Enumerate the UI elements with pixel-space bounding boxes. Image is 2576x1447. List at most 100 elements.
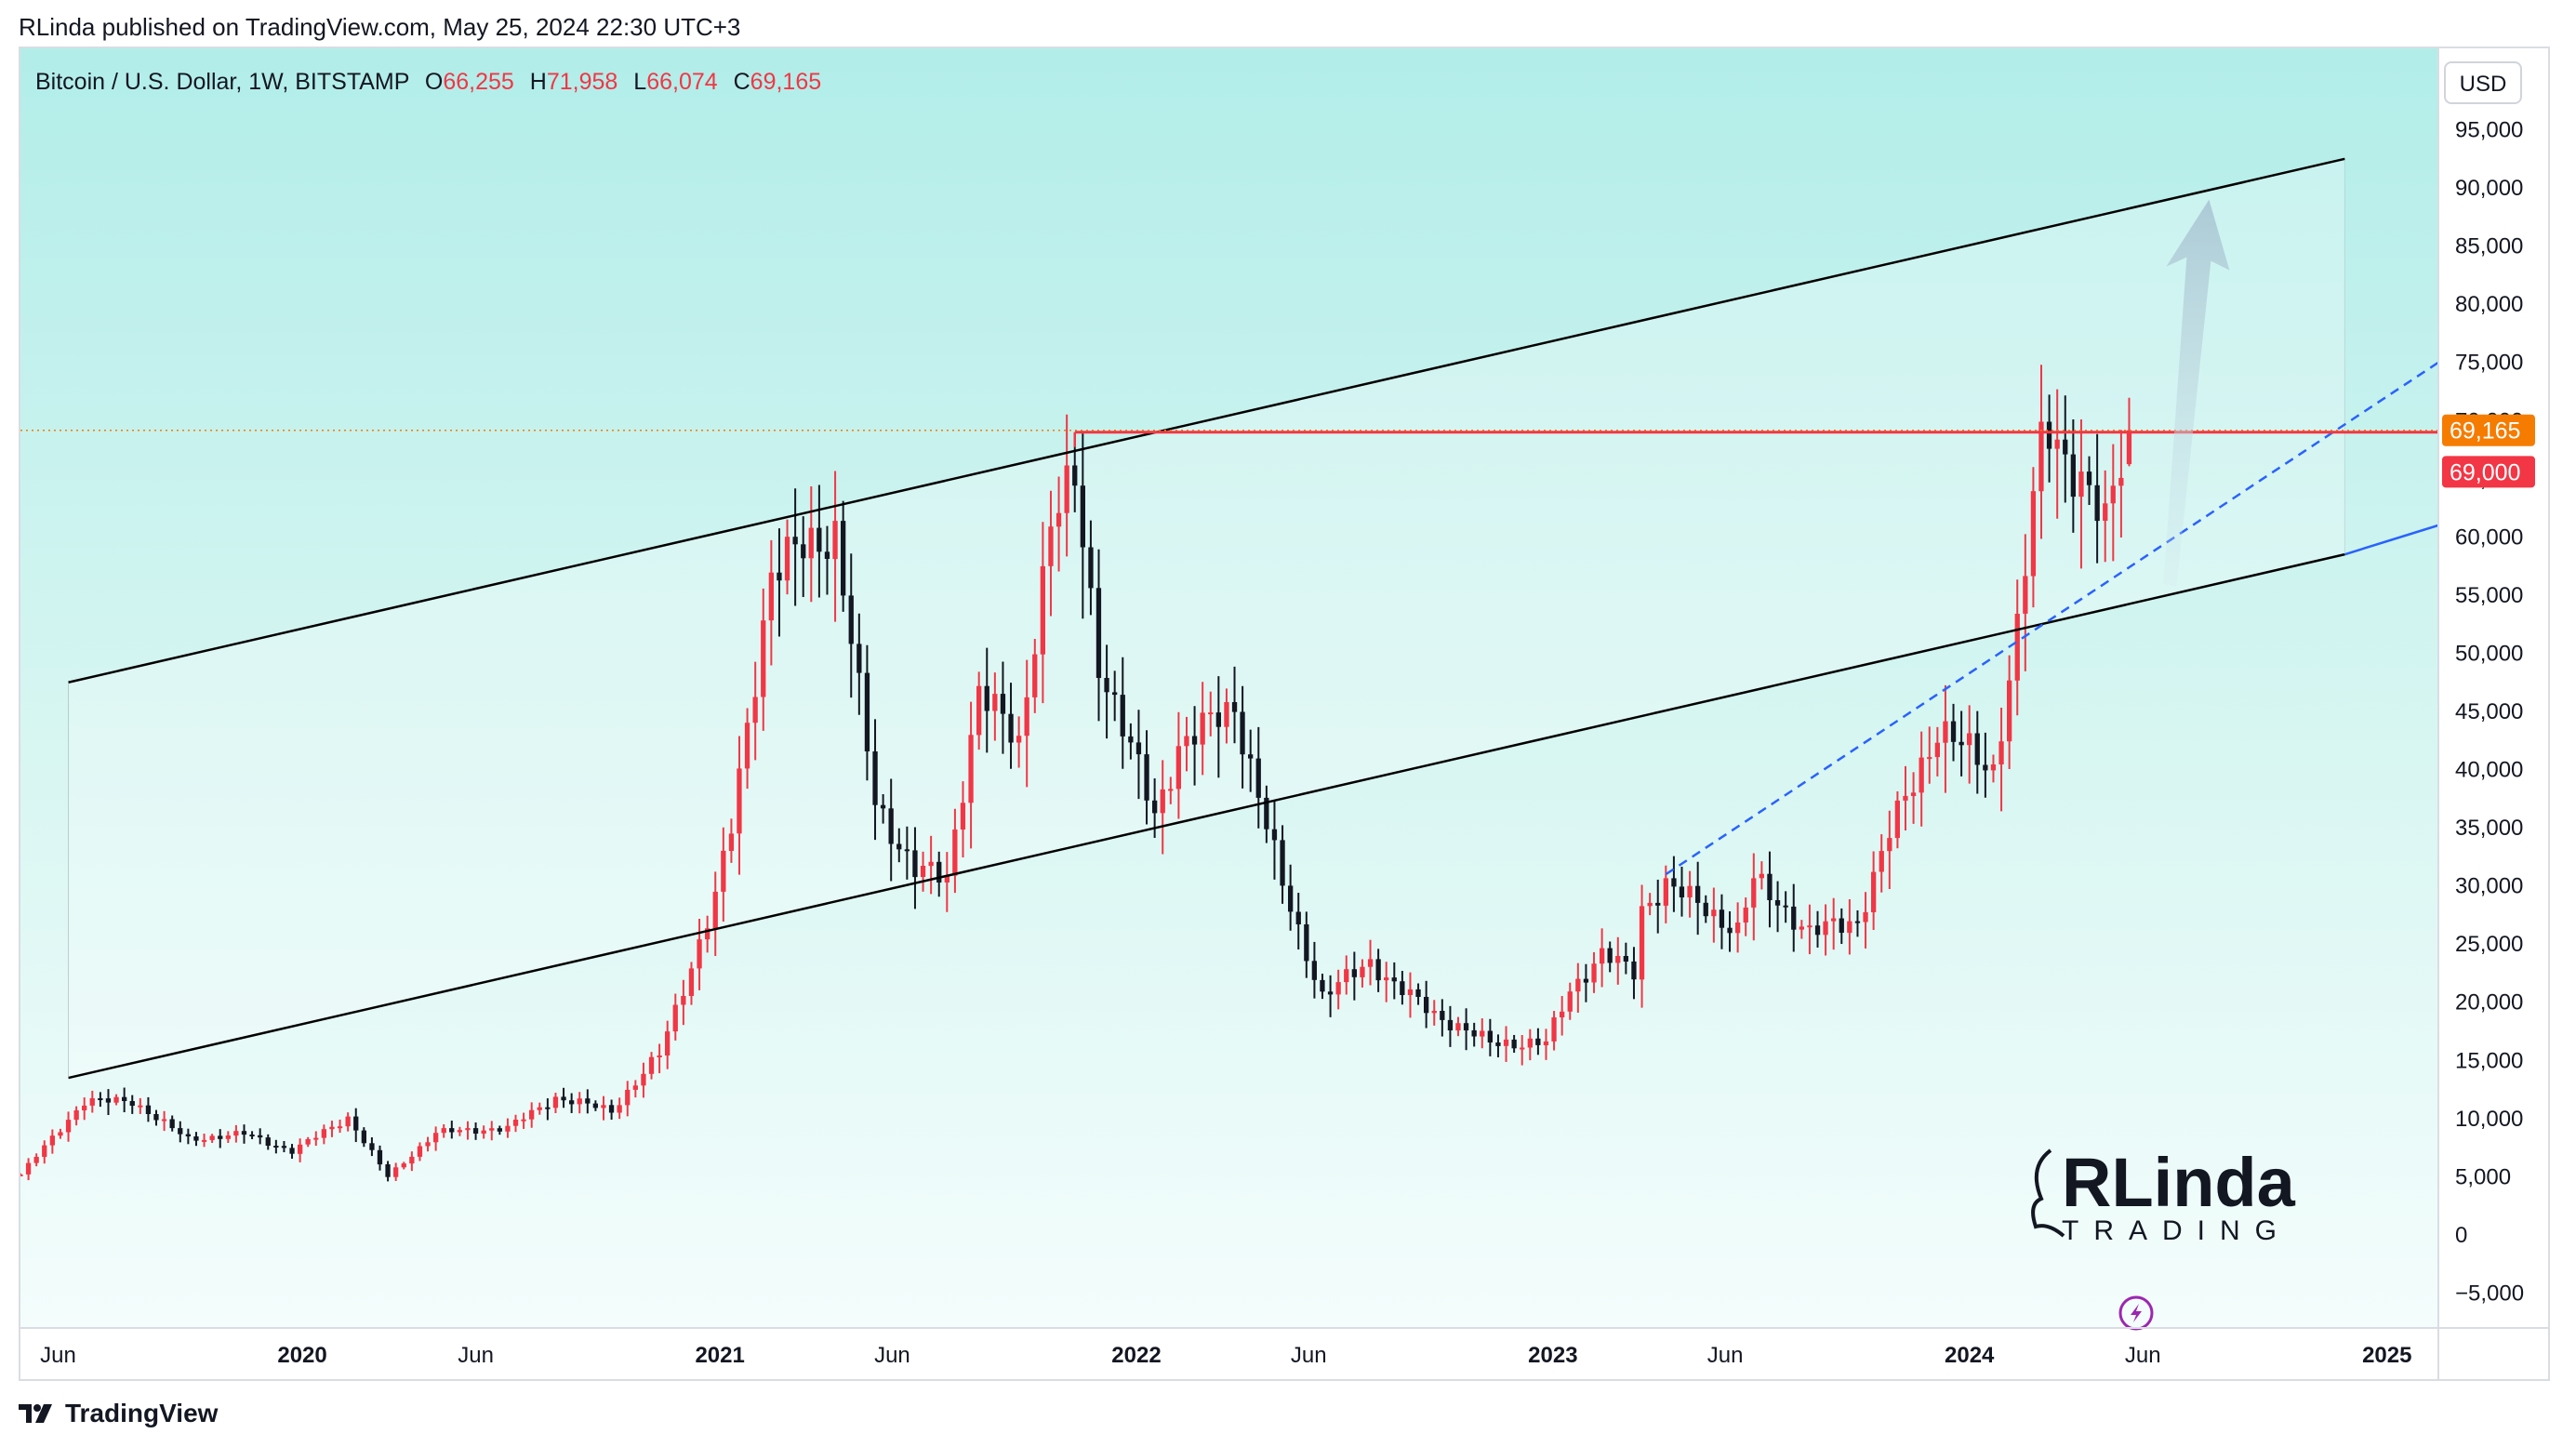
candle-body [1799,926,1804,930]
candle-body [1894,800,1900,839]
candle [1799,920,1804,939]
candle [113,1094,119,1106]
last-price-tag: 69,165 [2442,414,2535,446]
candle [928,835,934,895]
candle-body [617,1105,622,1113]
candle [1000,661,1006,754]
legend-high-label: H [529,69,547,95]
candle-body [1168,789,1174,791]
candle-body [1024,697,1029,737]
candle-body [721,850,726,892]
candle-body [298,1144,303,1154]
candle-body [1919,757,1924,793]
candle-body [1615,956,1621,963]
chart-pane[interactable]: RLinda TRADING 95,000 90,000 85,000 80,000 75… [19,46,2550,1381]
candle [298,1138,303,1162]
tradingview-brand[interactable]: TradingView [19,1399,218,1428]
candle [512,1114,519,1133]
candle-body [529,1109,535,1120]
candle-body [1695,885,1701,903]
candle [169,1115,175,1132]
candle-body [761,620,766,697]
candle-body [465,1128,471,1131]
candle-body [401,1163,406,1168]
candle-body [1288,885,1294,912]
candle [218,1129,223,1148]
candle [1008,683,1014,769]
candle [1056,476,1062,572]
candle [744,708,750,790]
candle-body [1056,512,1062,527]
candle [385,1161,391,1182]
candle [545,1098,551,1121]
candle-body [258,1135,263,1138]
candle-body [289,1148,295,1154]
candle [1072,445,1078,512]
candle-body [209,1135,215,1140]
candle [161,1110,167,1132]
candle [33,1153,39,1167]
candle-body [1495,1042,1501,1046]
candle-body [178,1128,183,1135]
candle [761,588,766,731]
candle [728,818,735,863]
candle-body [1910,792,1917,796]
plot-background [20,48,2438,1328]
candle [641,1062,646,1098]
candle-body [89,1098,95,1106]
candle [992,672,998,741]
candle [1184,716,1189,772]
candle [1391,962,1397,1000]
candle-body [608,1105,615,1113]
candle-body [1503,1039,1509,1046]
candle-body [1112,692,1118,696]
candle [960,781,966,857]
candle [1471,1022,1477,1047]
candle-body [1743,907,1748,923]
candle [1240,685,1245,789]
candle-body [321,1129,326,1138]
x-tick-label: 2025 [2362,1343,2411,1368]
candle [1950,703,1957,762]
candle [489,1121,495,1141]
dashed-trendline [1665,361,2439,876]
candle-body [1095,588,1102,678]
candle [273,1139,279,1154]
candle-body [1407,989,1414,995]
candle-body [1224,702,1229,727]
candle [777,528,782,637]
candle [1040,522,1045,704]
candle-body [1823,921,1828,936]
candle-body [1016,736,1022,743]
candle-body [1264,797,1269,830]
candle [801,516,806,598]
candle-body [1600,948,1605,964]
candle-body [1520,1047,1525,1050]
candle-body [1679,886,1685,897]
candle-body [1647,902,1653,907]
candle-body [1814,925,1821,936]
candle [313,1131,319,1147]
projection-arrow-icon [2163,199,2230,588]
candle-body [1879,851,1884,872]
candle-body [1135,742,1142,755]
candle-body [1104,678,1109,693]
candle [1679,866,1685,917]
candle-body [1759,873,1764,879]
candle-body [1567,991,1573,1012]
y-tick-label: 5,000 [2455,1164,2511,1189]
candle [1088,520,1094,616]
candle [25,1158,32,1181]
watermark-face-icon [2031,1148,2065,1238]
candle-body [138,1105,143,1108]
candle-body [42,1145,47,1157]
candle [1527,1029,1533,1061]
candle [481,1125,486,1139]
candle-body [1990,764,1997,771]
publisher-caption: RLinda published on TradingView.com, May… [19,13,741,41]
currency-button[interactable]: USD [2444,61,2522,104]
candle-body [728,833,735,851]
candle-body [848,595,854,644]
x-tick-label: 2021 [695,1343,744,1368]
